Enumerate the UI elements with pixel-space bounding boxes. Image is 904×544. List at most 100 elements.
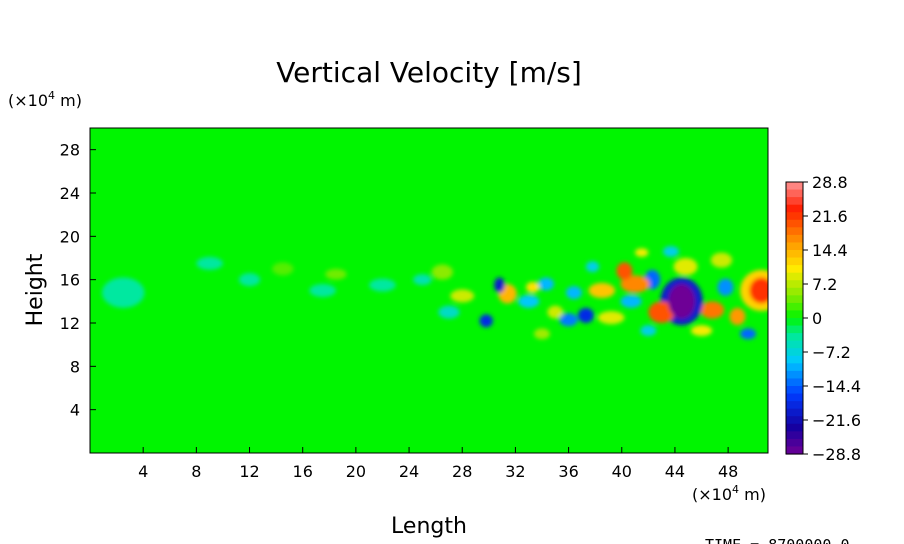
colorbar-segment [786, 280, 803, 289]
colorbar-segment [786, 438, 803, 448]
x-tick-label: 36 [558, 462, 578, 481]
x-tick-label: 20 [346, 462, 366, 481]
y-tick-label: 4 [70, 401, 80, 420]
colorbar-segment [786, 401, 803, 410]
y-axis-label: Height [23, 253, 48, 326]
velocity-feature [700, 301, 725, 319]
y-tick-label: 16 [60, 271, 80, 290]
velocity-feature [494, 277, 505, 293]
chart-title: Vertical Velocity [m/s] [276, 56, 582, 89]
velocity-feature [547, 305, 564, 319]
y-axis-unit: (×104 m) [8, 89, 82, 110]
velocity-feature [662, 246, 679, 257]
velocity-feature [577, 307, 594, 323]
x-axis-unit: (×104 m) [692, 483, 766, 504]
y-tick-label: 24 [60, 184, 80, 203]
x-tick-label: 12 [239, 462, 259, 481]
y-tick-label: 8 [70, 357, 80, 376]
colorbar-segment [786, 295, 803, 304]
colorbar-tick-label: −28.8 [812, 445, 861, 464]
colorbar-tick-label: 28.8 [812, 173, 848, 192]
velocity-feature [413, 274, 432, 286]
colorbar-segment [786, 348, 803, 357]
colorbar-segment [786, 446, 803, 455]
velocity-feature [729, 307, 746, 326]
colorbar-tick-label: 21.6 [812, 207, 848, 226]
x-tick-label: 40 [612, 462, 632, 481]
colorbar-segment [786, 227, 803, 236]
velocity-feature [479, 314, 493, 328]
y-axis-ticks: 4 8 12 16 20 24 28 [60, 141, 96, 420]
velocity-feature [635, 248, 649, 257]
velocity-feature [710, 252, 733, 268]
plot-frame [89, 127, 769, 454]
velocity-feature [749, 277, 768, 304]
velocity-feature [238, 273, 261, 287]
velocity-feature [620, 294, 642, 308]
x-tick-label: 44 [665, 462, 685, 481]
y-tick-label: 20 [60, 227, 80, 246]
colorbar-segment [786, 318, 803, 327]
velocity-feature [526, 281, 540, 293]
x-tick-label: 24 [399, 462, 419, 481]
x-tick-label: 32 [505, 462, 525, 481]
velocity-feature [620, 275, 650, 293]
colorbar-segment [786, 340, 803, 349]
velocity-feature [369, 278, 396, 292]
colorbar [785, 181, 804, 455]
velocity-feature [438, 305, 460, 319]
velocity-feature [565, 286, 582, 300]
colorbar-segment [786, 333, 803, 342]
velocity-feature [585, 261, 600, 273]
colorbar-segment [786, 189, 803, 198]
colorbar-segment [786, 219, 803, 228]
colorbar-segment [786, 393, 803, 402]
x-axis-label: Length [391, 514, 467, 539]
colorbar-segment [786, 370, 803, 380]
velocity-feature [673, 258, 698, 276]
plot-area [89, 127, 769, 454]
colorbar-segment [786, 408, 803, 417]
time-label: TIME = 8700000.0 [705, 536, 850, 544]
velocity-feature [616, 262, 633, 280]
velocity-feature [196, 256, 223, 270]
colorbar-tick-label: −14.4 [812, 377, 861, 396]
colorbar-tick-label: −21.6 [812, 411, 861, 430]
colorbar-segment [786, 302, 803, 312]
colorbar-segment [786, 197, 803, 206]
colorbar-segment [786, 182, 803, 191]
x-axis-ticks: 4 8 12 16 20 24 28 32 36 40 44 48 [138, 447, 738, 481]
colorbar-segment [786, 386, 803, 395]
colorbar-segment [786, 272, 803, 281]
colorbar-segment [786, 423, 803, 432]
velocity-feature [534, 328, 550, 340]
velocity-feature [450, 289, 475, 303]
colorbar-segment [786, 325, 803, 334]
x-tick-label: 48 [718, 462, 738, 481]
velocity-feature [559, 313, 578, 327]
velocity-feature [640, 325, 657, 337]
colorbar-segment [786, 265, 803, 274]
x-tick-label: 16 [293, 462, 313, 481]
velocity-feature [325, 268, 347, 280]
velocity-feature [272, 262, 294, 276]
colorbar-segment [786, 212, 803, 221]
plot-background [90, 128, 768, 453]
velocity-feature [538, 277, 554, 291]
colorbar-segment [786, 242, 803, 251]
velocity-feature [518, 294, 540, 308]
colorbar-segment [786, 416, 803, 425]
y-tick-label: 28 [60, 141, 80, 160]
velocity-feature [597, 311, 625, 325]
velocity-feature [588, 282, 616, 299]
colorbar-tick-label: 7.2 [812, 275, 837, 294]
velocity-feature [690, 325, 713, 337]
colorbar-tick-label: 0 [812, 309, 822, 328]
velocity-feature [101, 277, 145, 308]
colorbar-ticks: 28.8 21.6 14.4 7.2 0 −7.2 −14.4 −21.6 −28.8 [803, 173, 861, 464]
colorbar-segment [786, 310, 803, 319]
colorbar-segment [786, 431, 803, 440]
colorbar-segment [786, 363, 803, 372]
velocity-feature [717, 278, 734, 296]
